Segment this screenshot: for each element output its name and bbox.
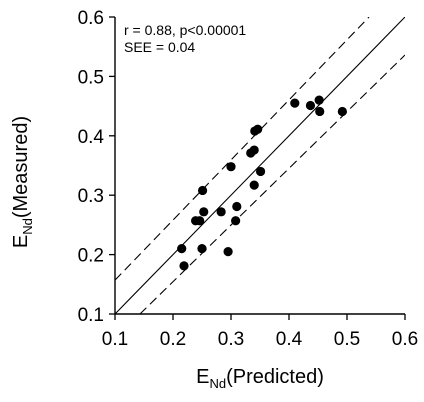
y-tick-label: 0.6 — [78, 8, 104, 29]
data-point — [305, 100, 316, 111]
fit-lines — [115, 17, 405, 314]
data-point — [197, 244, 207, 254]
x-tick-label: 0.4 — [276, 329, 303, 350]
y-tick-label: 0.4 — [78, 127, 105, 148]
axes — [114, 17, 405, 315]
data-point — [177, 244, 187, 254]
annotation-see: SEE = 0.04 — [124, 39, 195, 55]
data-point — [255, 166, 266, 177]
y-ticks: 0.1 0.2 0.3 0.4 0.5 0.6 — [78, 8, 115, 326]
data-point — [232, 201, 242, 212]
x-tick-label: 0.2 — [160, 329, 186, 350]
x-tick-label: 0.3 — [218, 329, 244, 350]
x-ticks: 0.1 0.2 0.3 0.4 0.5 0.6 — [102, 314, 418, 350]
data-point — [290, 98, 300, 108]
x-tick-label: 0.5 — [334, 329, 360, 350]
data-point — [231, 216, 241, 226]
y-axis-title: ENd(Measured) — [10, 116, 35, 248]
data-point — [223, 247, 233, 257]
y-axis-title-sub: Nd — [20, 218, 35, 235]
data-point — [199, 207, 209, 217]
data-point — [226, 162, 236, 172]
x-axis-title-rest: (Predicted) — [226, 366, 324, 388]
y-tick-label: 0.1 — [78, 305, 104, 326]
x-axis-title-sub: Nd — [209, 376, 226, 391]
data-point — [197, 185, 208, 196]
x-tick-label: 0.1 — [102, 329, 128, 350]
x-axis-title-main: E — [196, 366, 209, 388]
y-axis-title-main: E — [10, 235, 32, 248]
data-point — [179, 261, 189, 271]
x-tick-label: 0.6 — [392, 329, 418, 350]
identity-line — [115, 17, 405, 314]
y-tick-label: 0.3 — [78, 186, 104, 207]
data-point — [249, 180, 259, 190]
data-point — [253, 124, 263, 134]
data-points — [177, 95, 347, 271]
y-tick-label: 0.2 — [78, 246, 104, 267]
data-point — [314, 95, 324, 105]
data-point — [195, 216, 205, 226]
data-point — [315, 106, 325, 117]
annotation-correlation: r = 0.88, p<0.00001 — [124, 22, 246, 38]
data-point — [216, 207, 226, 217]
data-point — [337, 106, 347, 117]
data-point — [249, 145, 259, 155]
y-axis-title-rest: (Measured) — [10, 116, 32, 218]
x-axis-title: ENd(Predicted) — [196, 366, 324, 391]
lower-bound-line — [139, 54, 405, 314]
upper-bound-line — [115, 17, 370, 281]
y-tick-label: 0.5 — [78, 67, 104, 88]
